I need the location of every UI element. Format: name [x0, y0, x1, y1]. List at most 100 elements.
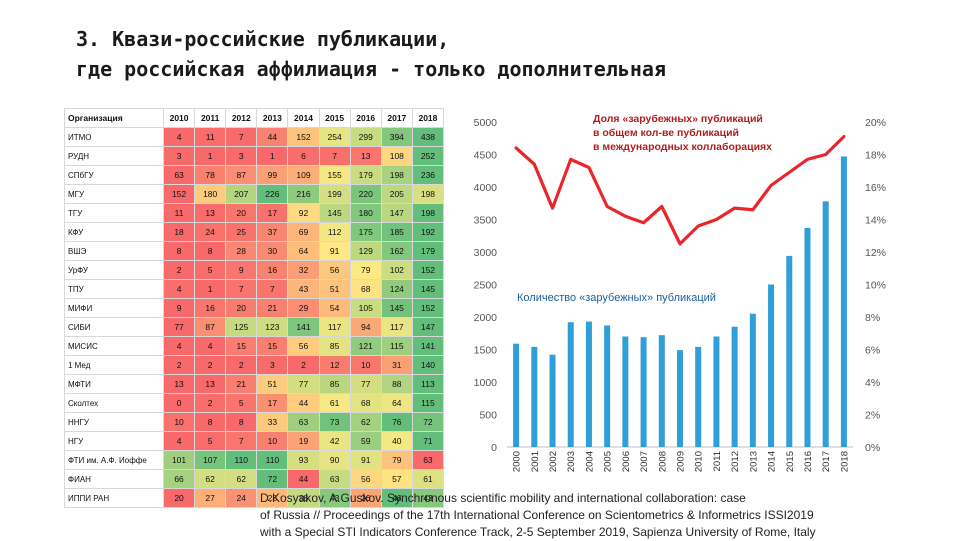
table-cell: 24: [225, 488, 258, 508]
table-cell: 91: [318, 241, 351, 261]
table-cell: 123: [256, 317, 289, 337]
table-cell: 66: [162, 469, 196, 489]
table-cell: 115: [380, 336, 413, 356]
table-cell: 145: [380, 298, 413, 318]
left-axis-tick-label: 2500: [474, 280, 498, 292]
table-cell: 30: [256, 241, 289, 261]
table-row: РУДН 3 1 3 1 6 7 13 108 252: [64, 146, 445, 166]
table-cell: 20: [162, 488, 196, 508]
table-cell: 140: [411, 355, 445, 375]
table-cell: 71: [411, 431, 445, 451]
right-axis-tick-label: 6%: [865, 345, 880, 357]
table-cell: 78: [194, 165, 227, 185]
table-cell: 124: [380, 279, 413, 299]
table-cell: 59: [349, 431, 382, 451]
table-cell: 12: [318, 355, 351, 375]
table-cell: 179: [411, 241, 445, 261]
table-cell: 20: [225, 203, 258, 223]
bar: [731, 326, 738, 447]
table-cell: 21: [256, 298, 289, 318]
table-cell: 438: [411, 127, 445, 147]
table-cell: 56: [318, 260, 351, 280]
table-cell: 9: [225, 260, 258, 280]
header-year-2015: 2015: [318, 108, 351, 128]
left-axis-tick-label: 500: [479, 410, 497, 422]
header-year-2018: 2018: [411, 108, 445, 128]
table-cell: 141: [287, 317, 320, 337]
row-organization: ИППИ РАН: [64, 488, 164, 508]
table-cell: 2: [194, 393, 227, 413]
header-year-2016: 2016: [349, 108, 382, 128]
table-row: 1 Мед 2 2 2 3 2 12 10 31 140: [64, 355, 445, 375]
header-year-2017: 2017: [380, 108, 413, 128]
left-axis-tick-label: 4500: [474, 150, 498, 162]
table-cell: 17: [256, 203, 289, 223]
x-tick-label: 2010: [694, 451, 705, 472]
table-cell: 20: [225, 298, 258, 318]
table-cell: 4: [162, 279, 196, 299]
table-cell: 33: [256, 412, 289, 432]
x-tick-label: 2009: [676, 451, 687, 472]
table-cell: 8: [225, 412, 258, 432]
table-cell: 125: [225, 317, 258, 337]
table-cell: 145: [411, 279, 445, 299]
table-cell: 73: [318, 412, 351, 432]
table-cell: 15: [256, 336, 289, 356]
title-line-1: 3. Квази-российские публикации,: [76, 27, 450, 51]
table-cell: 87: [225, 165, 258, 185]
table-cell: 37: [256, 222, 289, 242]
row-organization: МФТИ: [64, 374, 164, 394]
bar: [549, 354, 556, 447]
line-annotation-line-3: в международных коллаборациях: [593, 141, 772, 153]
table-cell: 254: [318, 127, 351, 147]
table-cell: 121: [349, 336, 382, 356]
table-cell: 7: [225, 431, 258, 451]
table-cell: 129: [349, 241, 382, 261]
table-cell: 147: [411, 317, 445, 337]
table-cell: 2: [225, 355, 258, 375]
table-cell: 10: [349, 355, 382, 375]
table-cell: 69: [287, 222, 320, 242]
table-cell: 11: [194, 127, 227, 147]
row-organization: 1 Мед: [64, 355, 164, 375]
row-organization: МГУ: [64, 184, 164, 204]
publications-chart: 0 500 1000 1500 2000 2500 3000 3500 4000 4500 5000…: [474, 113, 886, 472]
table-cell: 25: [225, 222, 258, 242]
x-tick-label: 2000: [512, 451, 523, 472]
left-axis-tick-label: 1500: [474, 345, 498, 357]
table-cell: 179: [349, 165, 382, 185]
table-cell: 62: [225, 469, 258, 489]
left-axis-tick-label: 3000: [474, 247, 498, 259]
table-cell: 85: [318, 374, 351, 394]
table-cell: 56: [349, 469, 382, 489]
table-cell: 92: [287, 203, 320, 223]
table-cell: 10: [256, 431, 289, 451]
table-cell: 72: [256, 469, 289, 489]
table-cell: 44: [256, 127, 289, 147]
table-cell: 7: [256, 279, 289, 299]
table-cell: 43: [318, 488, 351, 508]
bar: [840, 156, 847, 447]
header-year-2011: 2011: [194, 108, 227, 128]
row-organization: СИБИ: [64, 317, 164, 337]
table-cell: 7: [225, 279, 258, 299]
table-cell: 198: [411, 203, 445, 223]
bar: [640, 337, 647, 447]
table-cell: 226: [256, 184, 289, 204]
right-axis-tick-label: 2%: [865, 410, 880, 422]
table-cell: 40: [380, 431, 413, 451]
table-cell: 28: [256, 488, 289, 508]
x-tick-label: 2007: [639, 451, 650, 472]
table-cell: 147: [380, 203, 413, 223]
left-axis-tick-label: 2000: [474, 312, 498, 324]
table-row: УрФУ 2 5 9 16 32 56 79 102 152: [64, 260, 445, 280]
table-cell: 26: [349, 488, 382, 508]
table-cell: 1: [194, 146, 227, 166]
table-cell: 2: [287, 355, 320, 375]
table-cell: 152: [287, 127, 320, 147]
table-cell: 29: [287, 298, 320, 318]
table-cell: 63: [318, 469, 351, 489]
table-cell: 216: [287, 184, 320, 204]
table-cell: 205: [380, 184, 413, 204]
row-organization: ВШЭ: [64, 241, 164, 261]
